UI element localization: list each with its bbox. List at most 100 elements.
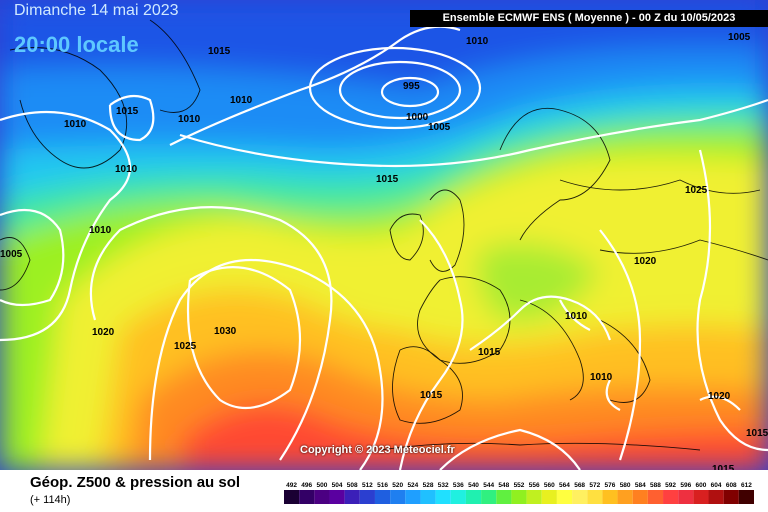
scale-swatch <box>572 490 588 504</box>
isobar-label: 1020 <box>634 256 657 267</box>
scale-swatch <box>374 490 391 504</box>
model-run-banner: Ensemble ECMWF ENS ( Moyenne ) - 00 Z du… <box>410 10 768 27</box>
scale-tick-label: 568 <box>574 482 585 489</box>
scale-tick-label: 612 <box>741 482 752 489</box>
scale-tick-label: 516 <box>377 482 388 489</box>
copyright-notice: Copyright © 2023 Meteociel.fr <box>300 444 455 456</box>
isobar-label: 1030 <box>214 326 237 337</box>
scale-swatch <box>587 490 603 504</box>
scale-tick-label: 556 <box>529 482 540 489</box>
scale-tick-label: 584 <box>635 482 646 489</box>
isobar-label: 1010 <box>466 36 489 47</box>
scale-swatch <box>663 490 679 504</box>
isobar-label: 1015 <box>116 106 139 117</box>
map-parameter-title: Géop. Z500 & pression au sol <box>30 474 241 491</box>
scale-swatch <box>496 490 512 504</box>
scale-swatch <box>511 490 527 504</box>
isobar-label: 1010 <box>178 114 201 125</box>
scale-swatch <box>359 490 375 504</box>
scale-tick-label: 512 <box>362 482 373 489</box>
legend-footer: Géop. Z500 & pression au sol (+ 114h) 49… <box>0 470 768 512</box>
scale-swatch <box>420 490 436 504</box>
scale-swatch <box>617 490 633 504</box>
scale-swatch <box>602 490 618 504</box>
scale-tick-label: 520 <box>392 482 403 489</box>
isobar-label: 1015 <box>478 347 501 358</box>
scale-tick-label: 552 <box>514 482 525 489</box>
scale-swatch <box>541 490 557 504</box>
scale-swatch <box>678 490 694 504</box>
isobar-label: 1005 <box>428 122 451 133</box>
scale-tick-label: 604 <box>711 482 722 489</box>
scale-tick-label: 492 <box>286 482 297 489</box>
scale-swatch <box>738 490 754 504</box>
isobar-label: 1005 <box>0 249 23 260</box>
scale-tick-label: 600 <box>696 482 707 489</box>
scale-tick-label: 588 <box>650 482 661 489</box>
isobar-label: 1015 <box>208 46 231 57</box>
scale-tick-label: 576 <box>605 482 616 489</box>
scale-tick-label: 524 <box>407 482 418 489</box>
isobar-label: 1015 <box>376 174 399 185</box>
scale-swatch <box>314 490 330 504</box>
scale-tick-label: 596 <box>680 482 691 489</box>
forecast-time: 20:00 locale <box>14 32 139 57</box>
isobar-label: 995 <box>403 81 420 92</box>
scale-swatch <box>435 490 451 504</box>
scale-swatch <box>632 490 648 504</box>
scale-swatch <box>344 490 360 504</box>
scale-tick-label: 544 <box>483 482 494 489</box>
isobar-label: 1010 <box>230 95 253 106</box>
isobar-label: 1000 <box>406 112 429 123</box>
isobar-label: 1020 <box>708 391 731 402</box>
isobar-label: 1010 <box>64 119 87 130</box>
scale-swatch <box>329 490 345 504</box>
scale-swatch <box>723 490 739 504</box>
scale-swatch <box>390 490 406 504</box>
isobar-label: 1010 <box>115 164 138 175</box>
scale-tick-label: 560 <box>544 482 555 489</box>
scale-swatch <box>526 490 542 504</box>
scale-swatch <box>465 490 482 504</box>
forecast-lead-time: (+ 114h) <box>30 494 71 506</box>
z500-color-field <box>0 0 768 470</box>
scale-tick-label: 580 <box>620 482 631 489</box>
scale-tick-label: 528 <box>423 482 434 489</box>
color-scale: 492 496 500 504 508 512 516 520 524 528 532 536 540 5… <box>284 482 754 504</box>
scale-swatch <box>708 490 724 504</box>
isobar-label: 1010 <box>565 311 588 322</box>
coastlines <box>0 19 768 451</box>
scale-tick-label: 500 <box>316 482 327 489</box>
isobar-label: 1005 <box>728 32 751 43</box>
scale-swatch <box>481 490 497 504</box>
isobar-label: 1020 <box>92 327 115 338</box>
isobar-lines <box>0 25 768 470</box>
scale-swatch <box>556 490 573 504</box>
scale-tick-label: 504 <box>332 482 343 489</box>
scale-tick-label: 572 <box>589 482 600 489</box>
scale-tick-label: 592 <box>665 482 676 489</box>
isobar-label: 1010 <box>590 372 613 383</box>
scale-swatch <box>450 490 466 504</box>
scale-swatch <box>284 490 300 504</box>
isobar-label: 1015 <box>746 428 768 439</box>
geopotential-map: 1015 1010 995 1000 1005 1005 1015 1010 1… <box>0 0 768 470</box>
isobar-labels: 1015 1010 995 1000 1005 1005 1015 1010 1… <box>0 32 768 470</box>
scale-swatch <box>693 490 709 504</box>
scale-tick-label: 608 <box>726 482 737 489</box>
scale-tick-label: 532 <box>438 482 449 489</box>
isobar-label: 1025 <box>685 185 708 196</box>
scale-tick-label: 540 <box>468 482 479 489</box>
isobar-label: 1010 <box>89 225 112 236</box>
scale-tick-label: 536 <box>453 482 464 489</box>
scale-swatch <box>405 490 421 504</box>
scale-tick-label: 548 <box>498 482 509 489</box>
scale-tick-label: 496 <box>301 482 312 489</box>
isobar-label: 1015 <box>420 390 443 401</box>
scale-tick-label: 508 <box>347 482 358 489</box>
scale-swatch <box>647 490 664 504</box>
scale-tick-label: 564 <box>559 482 570 489</box>
scale-swatch <box>299 490 315 504</box>
forecast-date: Dimanche 14 mai 2023 <box>14 2 179 19</box>
